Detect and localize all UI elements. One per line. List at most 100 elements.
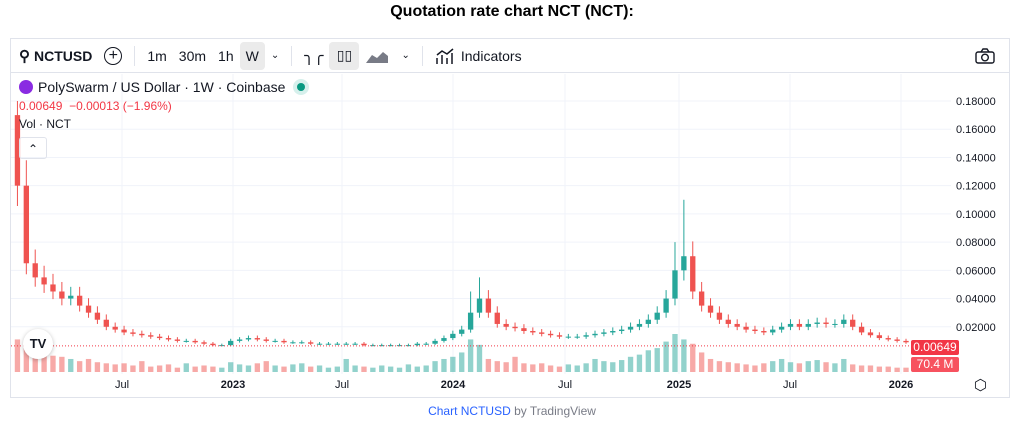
candle-body	[858, 326, 865, 333]
interval-1m[interactable]: 1m	[147, 47, 167, 64]
volume-bar	[68, 358, 74, 372]
volume-bar	[610, 362, 616, 372]
candle-body	[379, 345, 385, 347]
candle-body	[254, 338, 261, 340]
volume-bar	[228, 362, 234, 372]
volume-bar	[50, 355, 56, 372]
x-tick-label: 2025	[667, 379, 691, 391]
price-change: −0.00013 (−1.96%)	[69, 99, 172, 113]
footer: Chart NCTUSD by TradingView	[0, 404, 1024, 418]
candle-body	[690, 256, 696, 292]
candle-body	[583, 335, 589, 337]
compare-button[interactable]: +	[98, 42, 128, 70]
candle-body	[387, 345, 394, 347]
area-icon	[366, 51, 389, 63]
candle-body	[156, 336, 163, 339]
volume-bar	[716, 361, 723, 372]
y-tick-label: 0.14000	[956, 152, 996, 164]
volume-bar	[832, 363, 838, 372]
candle-body	[50, 284, 56, 292]
candles-icon: ▯▯	[336, 47, 353, 63]
collapse-legend-button[interactable]: ⌃	[19, 137, 47, 159]
settings-button[interactable]: ⬡	[973, 377, 987, 394]
candle-body	[361, 343, 367, 346]
volume-bar	[325, 367, 332, 372]
x-tick-label: Jul	[335, 379, 349, 391]
candle-body	[352, 343, 358, 345]
chart-legend: PolySwarm / US Dollar · 1W · Coinbase 0.…	[19, 79, 310, 159]
volume-bar	[672, 334, 678, 372]
volume-bar	[59, 356, 65, 372]
page-title: Quotation rate chart NCT (NCT):	[390, 3, 634, 20]
volume-bar	[210, 366, 216, 372]
volume-bar	[627, 356, 634, 372]
volume-bar	[645, 350, 651, 372]
candle-body	[423, 343, 429, 345]
candle-body	[512, 326, 518, 329]
candle-body	[165, 338, 172, 340]
volume-bar	[707, 358, 714, 372]
candle-body	[707, 305, 714, 313]
x-tick-label: Jul	[783, 379, 797, 391]
candle-body	[476, 298, 483, 313]
volume-bar	[743, 364, 749, 372]
candle-body	[592, 333, 598, 336]
volume-bar	[343, 358, 349, 372]
candle-body	[752, 329, 758, 332]
volume-bar	[201, 365, 207, 372]
last-price: 0.00649	[19, 99, 63, 113]
volume-bar	[770, 361, 776, 372]
volume-bar	[823, 362, 829, 372]
candle-body	[601, 332, 607, 334]
volume-bar	[387, 366, 394, 372]
volume-bar	[752, 365, 758, 372]
volume-bar	[165, 364, 172, 372]
polyswarm-logo-icon	[19, 80, 33, 94]
y-tick-label: 0.16000	[956, 124, 996, 136]
candle-body	[494, 312, 500, 324]
candle-body	[148, 335, 154, 337]
interval-w[interactable]: W	[239, 41, 265, 70]
candle-body	[396, 345, 403, 347]
volume-bar	[396, 367, 403, 372]
symbol-label: NCTUSD	[34, 47, 93, 64]
y-tick-label: 0.08000	[956, 237, 996, 249]
candle-body	[654, 312, 660, 320]
volume-bar	[867, 365, 874, 372]
volume-bar	[32, 350, 38, 372]
bars-style-button[interactable]: ╮╭	[298, 42, 329, 70]
candle-body	[290, 342, 296, 344]
chart-link[interactable]: Chart NCTUSD	[428, 404, 511, 418]
candle-body	[832, 323, 838, 325]
interval-1h[interactable]: 1h	[218, 47, 234, 64]
style-dropdown[interactable]: ⌄	[395, 42, 415, 70]
volume-bar	[796, 363, 803, 372]
volume-bar	[894, 367, 900, 372]
snapshot-button[interactable]	[969, 42, 1001, 70]
interval-30m[interactable]: 30m	[178, 47, 207, 64]
indicators-button[interactable]: Indicators	[429, 42, 528, 70]
interval-dropdown[interactable]: ⌄	[265, 42, 285, 70]
candle-body	[503, 323, 509, 327]
volume-bar	[156, 365, 163, 372]
candle-body	[547, 333, 554, 336]
candle-body	[316, 343, 323, 345]
volume-bar	[245, 365, 252, 372]
candle-body	[459, 329, 465, 334]
candle-body	[734, 323, 740, 327]
volume-bar	[619, 360, 625, 372]
candles-style-button[interactable]: ▯▯	[329, 41, 360, 70]
volume-bar	[254, 363, 261, 372]
candle-body	[761, 331, 767, 333]
divider	[291, 45, 293, 66]
symbol-search[interactable]: ⚲ NCTUSD	[11, 42, 98, 70]
candle-body	[556, 335, 563, 337]
area-style-button[interactable]	[359, 42, 395, 70]
footer-by: by TradingView	[510, 404, 596, 418]
divider	[421, 45, 423, 66]
volume-bar	[405, 364, 412, 372]
y-tick-label: 0.12000	[956, 181, 996, 193]
x-tick-label: 2023	[221, 379, 245, 391]
price-chart[interactable]: 0.18000 0.16000 0.14000 0.12000 0.10000 0.080…	[11, 74, 1011, 394]
volume-bar	[787, 362, 794, 372]
